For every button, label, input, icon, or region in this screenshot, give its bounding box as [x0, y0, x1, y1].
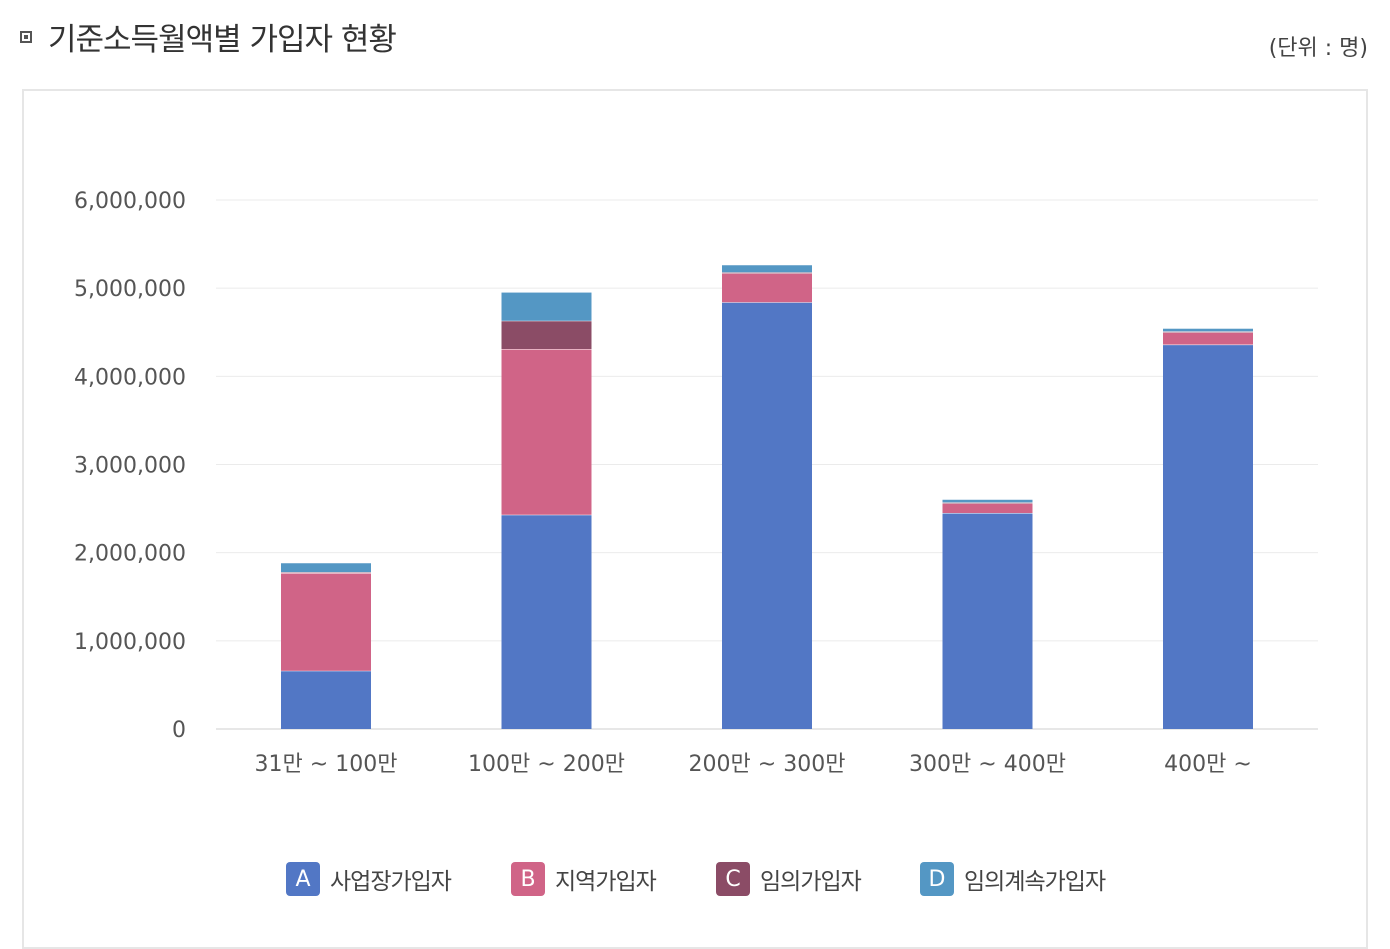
page-title: 기준소득월액별 가입자 현황 [48, 22, 397, 58]
y-tick-label: 5,000,000 [74, 277, 186, 302]
x-category-label: 31만 ~ 100만 [255, 752, 398, 777]
legend-swatch-c: C [716, 862, 750, 896]
bar-a [501, 514, 592, 729]
y-tick-label: 3,000,000 [74, 454, 186, 479]
bar-b [942, 503, 1033, 513]
legend-swatch-b: B [511, 862, 545, 896]
legend-swatch-a: A [286, 862, 320, 896]
stacked-bar-chart: 0 1,000,000 2,000,000 3,000,000 4,000,000 5,0… [74, 189, 1318, 777]
bar-b [281, 572, 371, 671]
bar-b [501, 349, 592, 515]
legend-item-a[interactable]: A 사업장가입자 [286, 862, 452, 896]
y-tick-label: 0 [172, 718, 186, 743]
legend-label-a: 사업장가입자 [330, 869, 452, 895]
y-tick-label: 4,000,000 [74, 365, 186, 390]
legend-label-d: 임의계속가입자 [964, 869, 1106, 895]
chart-panel [22, 89, 1368, 949]
title-bullet-icon [20, 31, 32, 43]
legend-item-b[interactable]: B 지역가입자 [511, 862, 657, 896]
legend-item-c[interactable]: C 임의가입자 [716, 862, 862, 896]
bar-d [501, 292, 592, 321]
bar-d [722, 265, 812, 273]
bar-a [722, 302, 812, 729]
legend-label-c: 임의가입자 [760, 869, 862, 895]
x-category-label: 400만 ~ [1164, 752, 1252, 777]
bar-b [1163, 332, 1253, 345]
bar-a [1163, 344, 1253, 729]
bar-d [1163, 328, 1253, 332]
x-category-label: 300만 ~ 400만 [909, 752, 1066, 777]
unit-label: (단위 : 명) [1268, 36, 1368, 61]
bar-a [281, 670, 371, 729]
chart-legend: A 사업장가입자 B 지역가입자 C 임의가입자 D 임의계속가입자 [0, 862, 1390, 902]
x-category-label: 200만 ~ 300만 [689, 752, 846, 777]
y-tick-label: 6,000,000 [74, 189, 186, 214]
bar-d [281, 563, 371, 573]
x-category-label: 100만 ~ 200만 [468, 752, 625, 777]
bar-d [942, 499, 1033, 503]
legend-item-d[interactable]: D 임의계속가입자 [920, 862, 1106, 896]
bar-c [501, 320, 592, 350]
legend-swatch-d: D [920, 862, 954, 896]
y-tick-label: 2,000,000 [74, 542, 186, 567]
legend-label-b: 지역가입자 [555, 869, 657, 895]
bar-b [722, 273, 812, 303]
y-tick-label: 1,000,000 [74, 630, 186, 655]
bar-a [942, 512, 1033, 729]
